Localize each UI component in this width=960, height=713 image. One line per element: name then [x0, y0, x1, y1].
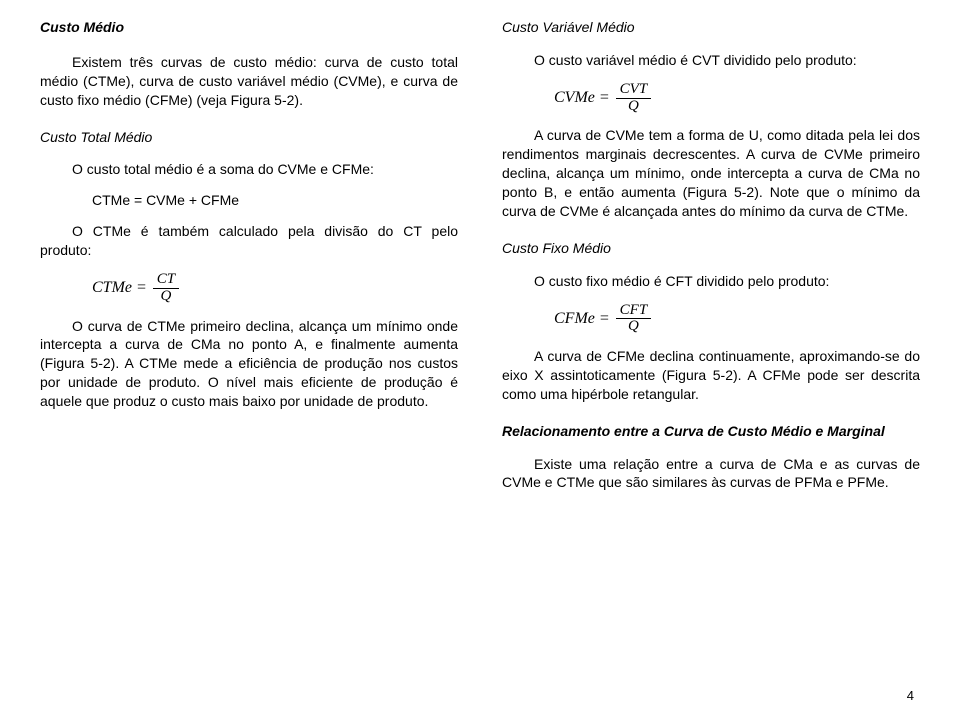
- subheading-relacionamento: Relacionamento entre a Curva de Custo Mé…: [502, 422, 920, 441]
- paragraph-cvme-intro: O custo variável médio é CVT dividido pe…: [502, 51, 920, 70]
- left-column: Custo Médio Existem três curvas de custo…: [40, 18, 458, 502]
- heading-custo-medio: Custo Médio: [40, 18, 458, 37]
- formula-numerator: CFT: [616, 303, 652, 320]
- formula-fraction: CFT Q: [616, 303, 652, 336]
- formula-cvme: CVMe = CVT Q: [554, 82, 920, 115]
- formula-numerator: CT: [153, 272, 179, 289]
- formula-denominator: Q: [157, 289, 176, 305]
- formula-numerator: CVT: [616, 82, 652, 99]
- subheading-custo-total-medio: Custo Total Médio: [40, 128, 458, 147]
- paragraph-cfme-curve: A curva de CFMe declina continuamente, a…: [502, 347, 920, 404]
- two-column-layout: Custo Médio Existem três curvas de custo…: [40, 18, 920, 502]
- equation-ctme-sum: CTMe = CVMe + CFMe: [92, 191, 458, 210]
- paragraph-cfme-intro: O custo fixo médio é CFT dividido pelo p…: [502, 272, 920, 291]
- formula-fraction: CVT Q: [616, 82, 652, 115]
- formula-lhs: CTMe =: [92, 277, 147, 299]
- right-column: Custo Variável Médio O custo variável mé…: [502, 18, 920, 502]
- formula-lhs: CFMe =: [554, 308, 610, 330]
- paragraph-ctm-sum: O custo total médio é a soma do CVMe e C…: [40, 160, 458, 179]
- formula-denominator: Q: [624, 319, 643, 335]
- formula-fraction: CT Q: [153, 272, 179, 305]
- formula-lhs: CVMe =: [554, 87, 610, 109]
- paragraph-ctme-curve: O curva de CTMe primeiro declina, alcanç…: [40, 317, 458, 411]
- formula-cfme: CFMe = CFT Q: [554, 303, 920, 336]
- formula-ctme: CTMe = CT Q: [92, 272, 458, 305]
- subheading-custo-fixo-medio: Custo Fixo Médio: [502, 239, 920, 258]
- paragraph-cvme-curve: A curva de CVMe tem a forma de U, como d…: [502, 126, 920, 220]
- paragraph-relacao: Existe uma relação entre a curva de CMa …: [502, 455, 920, 493]
- page-number: 4: [907, 687, 914, 705]
- paragraph-intro: Existem três curvas de custo médio: curv…: [40, 53, 458, 110]
- heading-custo-variavel-medio: Custo Variável Médio: [502, 18, 920, 37]
- formula-denominator: Q: [624, 99, 643, 115]
- paragraph-ctme-div: O CTMe é também calculado pela divisão d…: [40, 222, 458, 260]
